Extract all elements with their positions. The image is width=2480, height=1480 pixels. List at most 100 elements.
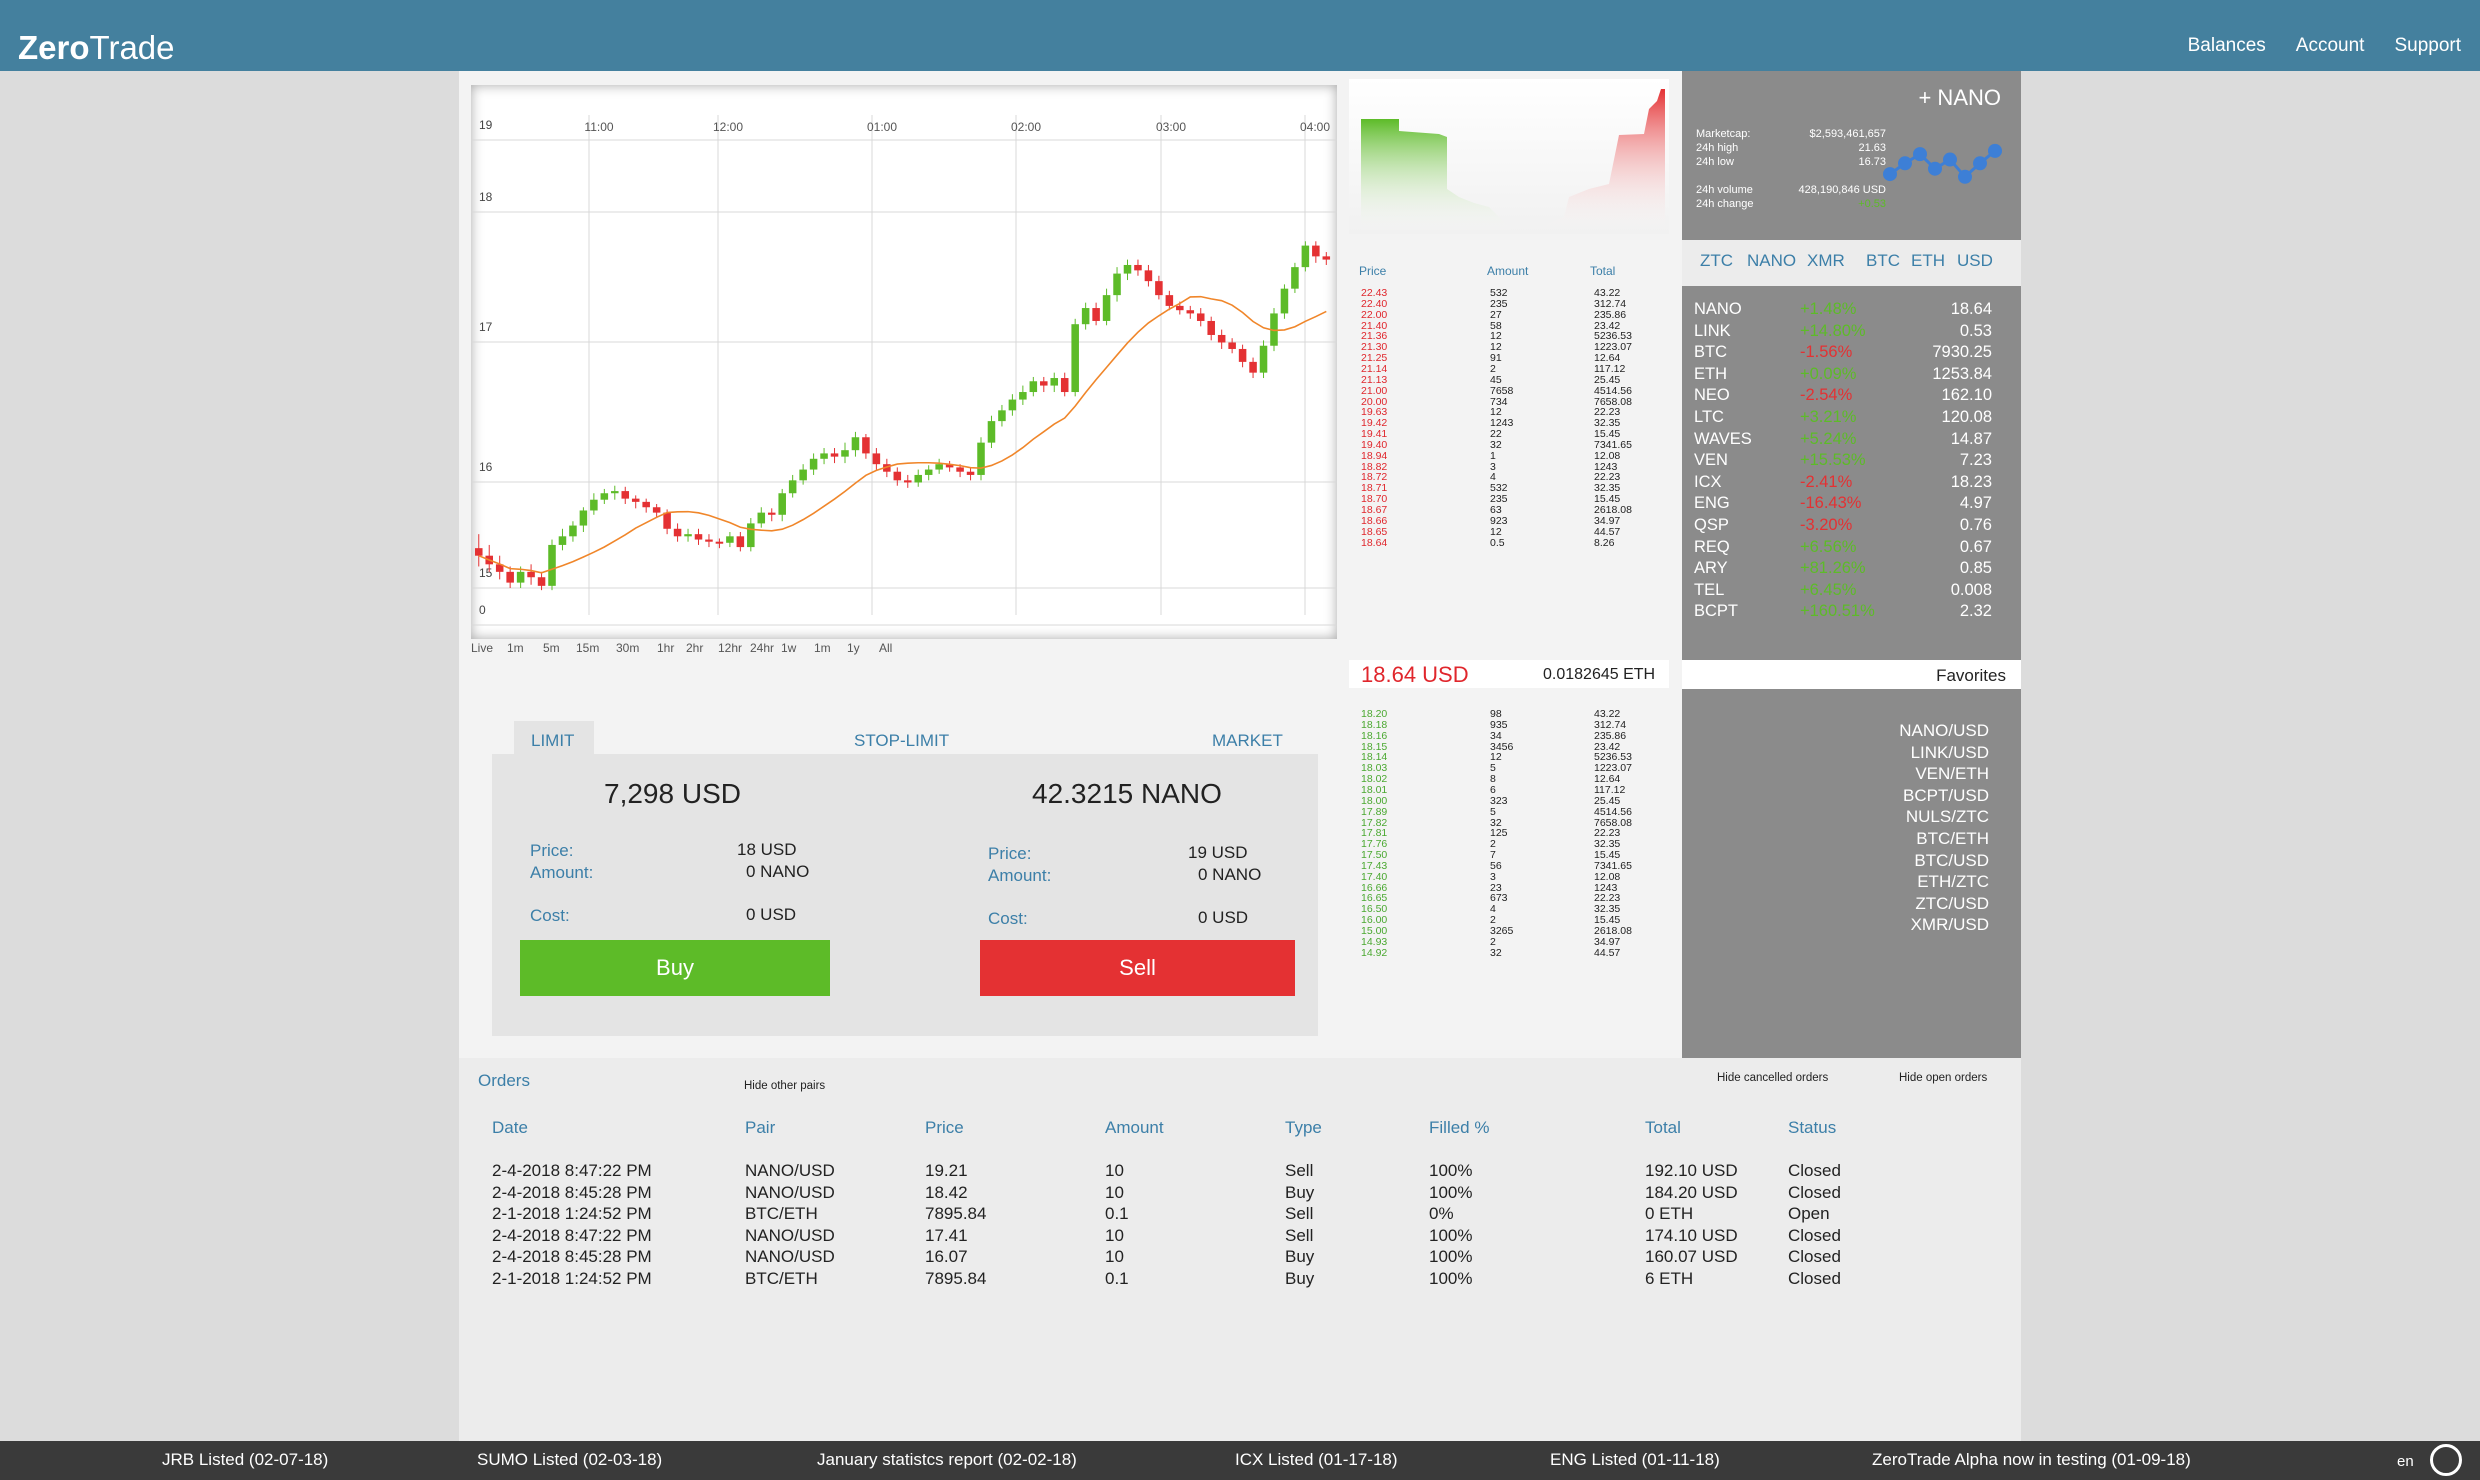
orderbook-row[interactable]: 18.20 98 43.22 [1349, 709, 1669, 720]
ticker-row[interactable]: ARY +81.26% 0.85 [1682, 559, 2021, 580]
order-row[interactable]: 2-1-2018 1:24:52 PM BTC/ETH 7895.84 0.1 Sell… [459, 1204, 2021, 1226]
orderbook-row[interactable]: 18.67 63 2618.08 [1349, 505, 1669, 516]
favorite-pair[interactable]: ZTC/USD [1915, 893, 1989, 913]
brand-logo[interactable]: ZeroTrade [18, 29, 175, 66]
orderbook-row[interactable]: 21.13 45 25.45 [1349, 374, 1669, 386]
orderbook-row[interactable]: 21.36 12 5236.53 [1349, 331, 1669, 342]
orderbook-row[interactable]: 18.72 4 22.23 [1349, 472, 1669, 483]
orderbook-row[interactable]: 18.02 8 12.64 [1349, 774, 1669, 785]
orderbook-row[interactable]: 18.70 235 15.45 [1349, 494, 1669, 505]
orderbook-row[interactable]: 16.66 23 1243 [1349, 882, 1669, 894]
hide-other-pairs-toggle[interactable]: Hide other pairs [744, 1080, 826, 1092]
orderbook-row[interactable]: 17.89 5 4514.56 [1349, 806, 1669, 818]
range-6[interactable]: 2hr [686, 641, 704, 655]
orderbook-row[interactable]: 18.03 5 1223.07 [1349, 763, 1669, 774]
orderbook-row[interactable]: 17.81 125 22.23 [1349, 828, 1669, 839]
favorite-pair[interactable]: ETH/ZTC [1917, 872, 1989, 892]
coin-tab-usd[interactable]: USD [1957, 251, 1993, 270]
coin-tab-ztc[interactable]: ZTC [1700, 251, 1734, 270]
range-7[interactable]: 12hr [718, 641, 743, 655]
tab-limit[interactable]: LIMIT [514, 721, 594, 754]
buy-button[interactable]: Buy [520, 940, 830, 996]
orderbook-row[interactable]: 22.00 27 235.86 [1349, 309, 1669, 321]
ticker-row[interactable]: ICX -2.41% 18.23 [1682, 473, 2021, 494]
news-item[interactable]: JRB Listed (02-07-18) [162, 1450, 329, 1469]
orderbook-row[interactable]: 18.16 34 235.86 [1349, 730, 1669, 742]
orderbook-row[interactable]: 21.25 91 12.64 [1349, 353, 1669, 364]
range-11[interactable]: 1y [847, 641, 860, 655]
order-row[interactable]: 2-1-2018 1:24:52 PM BTC/ETH 7895.84 0.1 Buy 1… [459, 1269, 2021, 1291]
favorite-pair[interactable]: BTC/USD [1914, 850, 1989, 870]
news-item[interactable]: ICX Listed (01-17-18) [1235, 1450, 1398, 1469]
ticker-row[interactable]: ENG -16.43% 4.97 [1682, 494, 2021, 515]
orderbook-row[interactable]: 19.42 1243 32.35 [1349, 418, 1669, 429]
coin-tab-nano[interactable]: NANO [1747, 251, 1797, 270]
orderbook-row[interactable]: 18.82 3 1243 [1349, 461, 1669, 473]
sell-price-input[interactable]: 19 USD [1188, 843, 1248, 862]
orderbook-row[interactable]: 17.40 3 12.08 [1349, 871, 1669, 883]
orderbook-row[interactable]: 17.82 32 7658.08 [1349, 817, 1669, 829]
ticker-row[interactable]: BCPT +160.51% 2.32 [1682, 602, 2021, 623]
orderbook-row[interactable]: 18.15 3456 23.42 [1349, 741, 1669, 753]
orderbook-row[interactable]: 18.94 1 12.08 [1349, 450, 1669, 462]
ticker-row[interactable]: NEO -2.54% 162.10 [1682, 386, 2021, 407]
language-selector[interactable]: en [2397, 1453, 2414, 1470]
tab-market[interactable]: MARKET [1212, 731, 1283, 750]
orderbook-row[interactable]: 17.76 2 32.35 [1349, 839, 1669, 850]
sell-button[interactable]: Sell [980, 940, 1295, 996]
orderbook-row[interactable]: 18.65 12 44.57 [1349, 526, 1669, 538]
ticker-row[interactable]: REQ +6.56% 0.67 [1682, 538, 2021, 559]
price-chart[interactable]: 11:00 12:00 01:00 02:00 03:00 04:00 19 18 17 16 15… [471, 85, 1337, 639]
ticker-row[interactable]: BTC -1.56% 7930.25 [1682, 343, 2021, 364]
orderbook-row[interactable]: 19.63 12 22.23 [1349, 407, 1669, 418]
orderbook-row[interactable]: 21.40 58 23.42 [1349, 320, 1669, 332]
nav-account[interactable]: Account [2295, 35, 2365, 56]
orderbook-row[interactable]: 16.50 4 32.35 [1349, 904, 1669, 915]
orderbook-row[interactable]: 14.92 32 44.57 [1349, 947, 1669, 959]
favorite-pair[interactable]: NULS/ZTC [1905, 807, 1989, 827]
news-item[interactable]: January statistcs report (02-02-18) [817, 1450, 1077, 1469]
ticker-row[interactable]: QSP -3.20% 0.76 [1682, 516, 2021, 537]
orderbook-row[interactable]: 18.18 935 312.74 [1349, 719, 1669, 731]
favorites-label[interactable]: Favorites [1936, 666, 2006, 685]
hide-cancelled-toggle[interactable]: Hide cancelled orders [1717, 1072, 1829, 1084]
orderbook-row[interactable]: 14.93 2 34.97 [1349, 936, 1669, 948]
nav-balances[interactable]: Balances [2187, 35, 2266, 56]
orderbook-row[interactable]: 18.66 923 34.97 [1349, 515, 1669, 527]
range-12[interactable]: All [879, 641, 893, 655]
range-3[interactable]: 15m [576, 641, 600, 655]
coin-tab-xmr[interactable]: XMR [1807, 251, 1845, 270]
favorite-pair[interactable]: VEN/ETH [1915, 764, 1989, 784]
orderbook-row[interactable]: 18.00 323 25.45 [1349, 795, 1669, 807]
ticker-row[interactable]: VEN +15.53% 7.23 [1682, 451, 2021, 472]
ticker-row[interactable]: WAVES +5.24% 14.87 [1682, 430, 2021, 451]
news-item[interactable]: ENG Listed (01-11-18) [1550, 1450, 1720, 1469]
orderbook-row[interactable]: 16.00 2 15.45 [1349, 915, 1669, 926]
orderbook-row[interactable]: 22.40 235 312.74 [1349, 298, 1669, 310]
range-9[interactable]: 1w [781, 641, 797, 655]
order-row[interactable]: 2-4-2018 8:47:22 PM NANO/USD 19.21 10 Sell 10… [459, 1161, 2021, 1183]
orderbook-row[interactable]: 19.40 32 7341.65 [1349, 440, 1669, 451]
nav-support[interactable]: Support [2394, 35, 2461, 56]
orderbook-row[interactable]: 15.00 3265 2618.08 [1349, 926, 1669, 937]
range-1[interactable]: 1m [507, 641, 524, 655]
range-2[interactable]: 5m [543, 641, 560, 655]
orderbook-row[interactable]: 22.43 532 43.22 [1349, 288, 1669, 299]
orderbook-row[interactable]: 18.64 0.5 8.26 [1349, 537, 1669, 549]
favorite-pair[interactable]: LINK/USD [1910, 742, 1989, 762]
coin-title[interactable]: + NANO [1918, 85, 2001, 110]
hide-open-toggle[interactable]: Hide open orders [1899, 1072, 1988, 1084]
favorite-pair[interactable]: NANO/USD [1899, 721, 1989, 740]
coin-tab-eth[interactable]: ETH [1911, 251, 1945, 270]
range-5[interactable]: 1hr [657, 641, 675, 655]
news-item[interactable]: SUMO Listed (02-03-18) [477, 1450, 663, 1469]
orderbook-row[interactable]: 21.14 2 117.12 [1349, 364, 1669, 375]
buy-price-input[interactable]: 18 USD [737, 840, 797, 859]
orderbook-row[interactable]: 21.00 7658 4514.56 [1349, 385, 1669, 397]
orderbook-row[interactable]: 18.14 12 5236.53 [1349, 752, 1669, 763]
range-0[interactable]: Live [471, 641, 494, 655]
coin-tab-btc[interactable]: BTC [1866, 251, 1900, 270]
order-row[interactable]: 2-4-2018 8:45:28 PM NANO/USD 18.42 10 Buy 100… [459, 1183, 2021, 1205]
order-row[interactable]: 2-4-2018 8:45:28 PM NANO/USD 16.07 10 Buy 100… [459, 1247, 2021, 1269]
ticker-row[interactable]: TEL +6.45% 0.008 [1682, 581, 2021, 602]
